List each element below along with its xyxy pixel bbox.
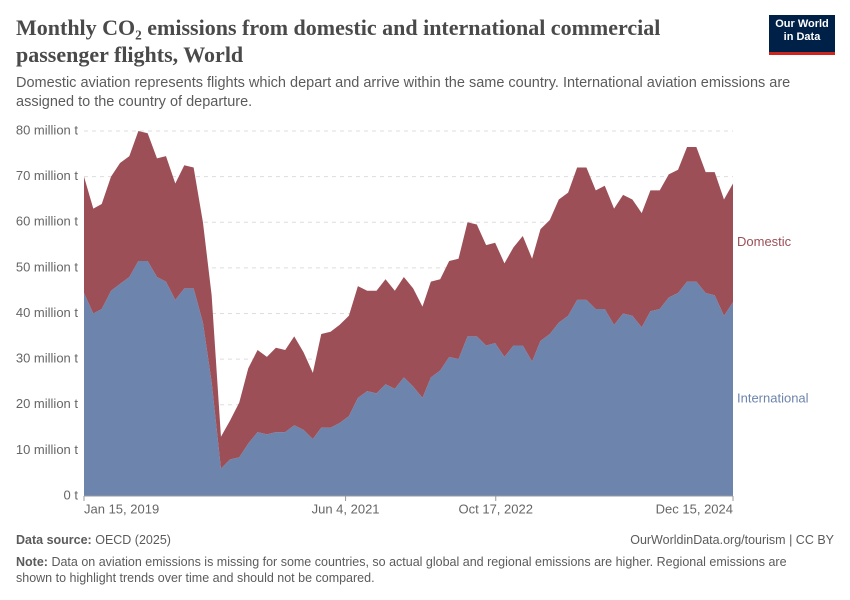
logo-text[interactable]: Our World in Data [775, 18, 829, 43]
y-tick-label: 80 million t [16, 122, 79, 137]
note-label: Note: [16, 555, 48, 569]
y-tick-label: 40 million t [16, 305, 79, 320]
note: Note: Data on aviation emissions is miss… [16, 554, 816, 586]
y-tick-label: 50 million t [16, 259, 79, 274]
source-text: OECD (2025) [95, 533, 171, 547]
y-tick-label: 30 million t [16, 351, 79, 366]
logo[interactable]: Our World in Data [769, 15, 835, 55]
source: Data source: OECD (2025) [16, 533, 171, 547]
chart: 0 t 10 million t 20 million t 30 million t 4… [16, 122, 809, 516]
x-tick-label: Jun 4, 2021 [312, 501, 380, 516]
legend-label: Domestic [737, 234, 792, 249]
x-tick-label: Jan 15, 2019 [84, 501, 159, 516]
chart-title: Monthly CO₂ emissions from domestic and … [16, 15, 661, 67]
note-text: Data on aviation emissions is missing fo… [16, 555, 787, 585]
y-tick-label: 20 million t [16, 396, 79, 411]
area [84, 261, 733, 496]
legend-label: International [737, 390, 809, 405]
y-tick-label: 60 million t [16, 214, 79, 229]
y-tick-label: 0 t [64, 487, 79, 502]
y-tick-label: 70 million t [16, 168, 79, 183]
source-label: Data source: [16, 533, 92, 547]
area [84, 131, 733, 469]
chart-subtitle: Domestic aviation represents flights whi… [16, 75, 791, 110]
x-tick-label: Dec 15, 2024 [656, 501, 733, 516]
y-tick-label: 10 million t [16, 442, 79, 457]
url[interactable]: OurWorldinData.org/tourism | CC BY [630, 533, 834, 547]
x-tick-label: Oct 17, 2022 [459, 501, 533, 516]
